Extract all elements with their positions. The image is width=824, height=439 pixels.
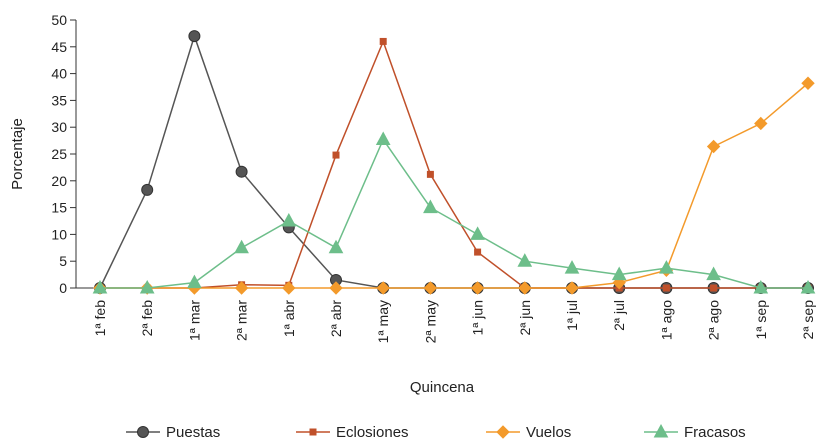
legend-label: Vuelos [526, 424, 571, 439]
series-vuelos [93, 76, 815, 295]
x-axis-title: Quincena [410, 379, 475, 396]
x-tick-label: 2ª feb [139, 300, 155, 337]
series-puestas [94, 30, 814, 294]
legend-label: Fracasos [684, 424, 746, 439]
x-tick-label: 2ª ago [706, 300, 722, 340]
y-tick-label: 35 [51, 92, 67, 108]
x-tick-label: 1ª mar [186, 300, 202, 341]
data-point-fracasos [281, 212, 297, 227]
x-tick-label: 1ª may [375, 300, 391, 343]
x-tick-label: 1ª feb [92, 300, 108, 337]
series-layer [92, 30, 816, 295]
y-tick-label: 45 [51, 39, 67, 55]
data-point-vuelos [801, 76, 815, 90]
data-point-eclosiones [474, 248, 482, 256]
x-tick-label: 1ª jun [470, 300, 486, 336]
legend-marker [653, 423, 669, 438]
data-point-fracasos [753, 279, 769, 294]
x-tick-label: 2ª abr [328, 300, 344, 337]
data-point-fracasos [706, 266, 721, 281]
x-tick-label: 2ª jun [517, 300, 533, 336]
data-point-eclosiones [662, 284, 670, 292]
legend-item-fracasos: Fracasos [644, 423, 746, 439]
series-line-eclosiones [100, 39, 808, 289]
data-point-fracasos [423, 199, 438, 214]
legend-marker [137, 426, 149, 438]
x-tick-label: 1ª abr [281, 300, 297, 337]
series-eclosiones [96, 37, 812, 292]
legend-item-vuelos: Vuelos [486, 424, 571, 439]
data-point-fracasos [800, 279, 816, 294]
data-point-vuelos [706, 139, 721, 154]
y-tick-label: 0 [59, 280, 67, 296]
y-axis-title: Porcentaje [9, 118, 26, 190]
data-point-fracasos [328, 239, 344, 254]
data-point-fracasos [611, 266, 627, 281]
y-tick-label: 20 [51, 173, 67, 189]
data-point-fracasos [375, 131, 391, 146]
legend-item-eclosiones: Eclosiones [296, 424, 409, 439]
series-line-vuelos [100, 82, 809, 289]
data-point-vuelos [470, 281, 485, 295]
data-point-puestas [141, 183, 154, 196]
y-axis: 0 5 10 15 20 25 30 35 40 45 50 [51, 12, 77, 296]
data-point-vuelos [329, 281, 343, 295]
data-point-fracasos [92, 279, 108, 294]
y-tick-label: 25 [51, 146, 67, 162]
data-point-vuelos [234, 281, 249, 295]
x-tick-label: 2ª mar [234, 300, 250, 341]
x-tick-label: 1ª ago [658, 300, 674, 340]
legend-label: Eclosiones [336, 424, 409, 439]
data-point-vuelos [376, 281, 390, 295]
y-tick-label: 50 [51, 12, 67, 28]
x-tick-label: 1ª sep [753, 300, 769, 340]
data-point-fracasos [564, 260, 580, 274]
y-tick-label: 5 [59, 253, 67, 269]
x-tick-label: 2ª may [422, 300, 438, 343]
y-tick-label: 15 [51, 200, 67, 216]
x-tick-label: 1ª jul [564, 300, 580, 331]
data-point-vuelos [754, 116, 768, 131]
data-point-fracasos [139, 279, 155, 294]
data-point-puestas [235, 165, 248, 178]
x-tick-label: 2ª sep [800, 300, 816, 340]
data-point-eclosiones [710, 284, 718, 292]
series-line-fracasos [100, 137, 808, 289]
legend: Puestas Eclosiones Vuelos Fracasos [126, 423, 746, 439]
legend-marker [309, 428, 317, 436]
data-point-eclosiones [426, 170, 434, 178]
legend-label: Puestas [166, 424, 220, 439]
data-point-vuelos [565, 281, 579, 295]
data-point-fracasos [187, 274, 202, 289]
series-line-puestas [99, 33, 808, 289]
data-point-eclosiones [332, 151, 340, 159]
data-point-fracasos [517, 253, 533, 267]
y-tick-label: 40 [51, 66, 67, 82]
y-tick-label: 10 [51, 226, 67, 242]
data-point-eclosiones [379, 37, 387, 45]
legend-item-puestas: Puestas [126, 424, 220, 439]
x-tick-label: 2ª jul [611, 300, 627, 331]
data-point-vuelos [518, 281, 532, 295]
series-fracasos [92, 131, 816, 294]
data-point-vuelos [282, 281, 296, 295]
data-point-fracasos [234, 239, 249, 254]
data-point-fracasos [470, 226, 485, 240]
data-point-puestas [188, 30, 201, 43]
data-point-fracasos [659, 260, 674, 274]
y-tick-label: 30 [51, 119, 67, 135]
x-axis: 1ª feb 2ª feb 1ª mar 2ª mar 1ª abr 2ª abr 1ª m… [76, 287, 816, 343]
data-point-vuelos [423, 281, 438, 295]
legend-marker [496, 425, 510, 439]
